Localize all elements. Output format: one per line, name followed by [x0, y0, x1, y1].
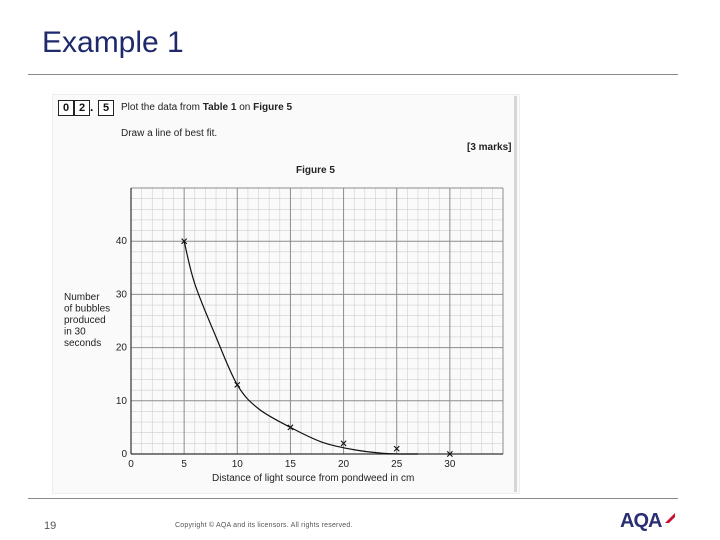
footer-divider — [28, 498, 678, 499]
x-tick-label: 20 — [338, 459, 350, 470]
x-tick-label: 15 — [285, 459, 297, 470]
marks-label: [3 marks] — [467, 142, 512, 153]
question-box-3: 5 — [98, 100, 114, 116]
y-tick-label: 30 — [116, 289, 128, 300]
aqa-logo: AQA — [620, 510, 662, 532]
y-axis-label-line: in 30 — [64, 327, 86, 338]
data-point — [287, 424, 294, 431]
instruction-prefix: Plot the data from — [121, 102, 203, 113]
y-tick-label: 40 — [116, 236, 128, 247]
title-divider — [28, 74, 678, 75]
copyright-text: Copyright © AQA and its licensors. All r… — [175, 522, 353, 529]
y-axis-label-line: Number — [64, 292, 100, 303]
y-axis-label: Number of bubbles produced in 30 seconds — [64, 292, 110, 349]
y-axis-label-line: produced — [64, 315, 106, 326]
data-point — [340, 440, 347, 447]
data-point — [446, 451, 453, 457]
table-ref: Table 1 — [202, 102, 237, 113]
slide-number: 19 — [44, 520, 57, 532]
question-line2: Draw a line of best fit. — [121, 128, 218, 139]
grid-minor — [131, 188, 503, 454]
y-axis-label-line: seconds — [64, 338, 101, 349]
question-box-2: 2 — [74, 100, 90, 116]
figure-label: Figure 5 — [296, 165, 335, 176]
data-points — [181, 238, 453, 457]
x-tick-labels: 0 5 10 15 20 25 30 — [128, 459, 456, 470]
y-tick-labels: 0 10 20 30 40 — [116, 236, 128, 460]
x-tick-label: 10 — [232, 459, 244, 470]
x-axis-label: Distance of light source from pondweed i… — [212, 473, 414, 484]
slide-title: Example 1 — [42, 26, 184, 59]
data-point — [181, 238, 188, 245]
x-tick-label: 0 — [128, 459, 134, 470]
best-fit-curve — [183, 241, 418, 455]
y-tick-label: 20 — [116, 343, 128, 354]
y-axis-label-line: of bubbles — [64, 304, 110, 315]
question-box-1: 0 — [58, 100, 74, 116]
x-tick-label: 5 — [181, 459, 187, 470]
grid-major — [130, 187, 504, 455]
figure-ref: Figure 5 — [253, 102, 293, 113]
scan-edge — [514, 96, 517, 492]
question-instruction: Plot the data from Table 1 on Figure 5 — [121, 102, 292, 113]
question-separator: . — [90, 100, 94, 114]
y-tick-label: 0 — [121, 449, 127, 460]
data-point — [393, 445, 400, 452]
data-point — [234, 381, 241, 388]
instruction-mid: on — [236, 102, 254, 113]
aqa-logo-mark-icon — [665, 513, 675, 523]
x-tick-label: 30 — [444, 459, 456, 470]
y-tick-label: 10 — [116, 396, 128, 407]
x-tick-label: 25 — [391, 459, 403, 470]
